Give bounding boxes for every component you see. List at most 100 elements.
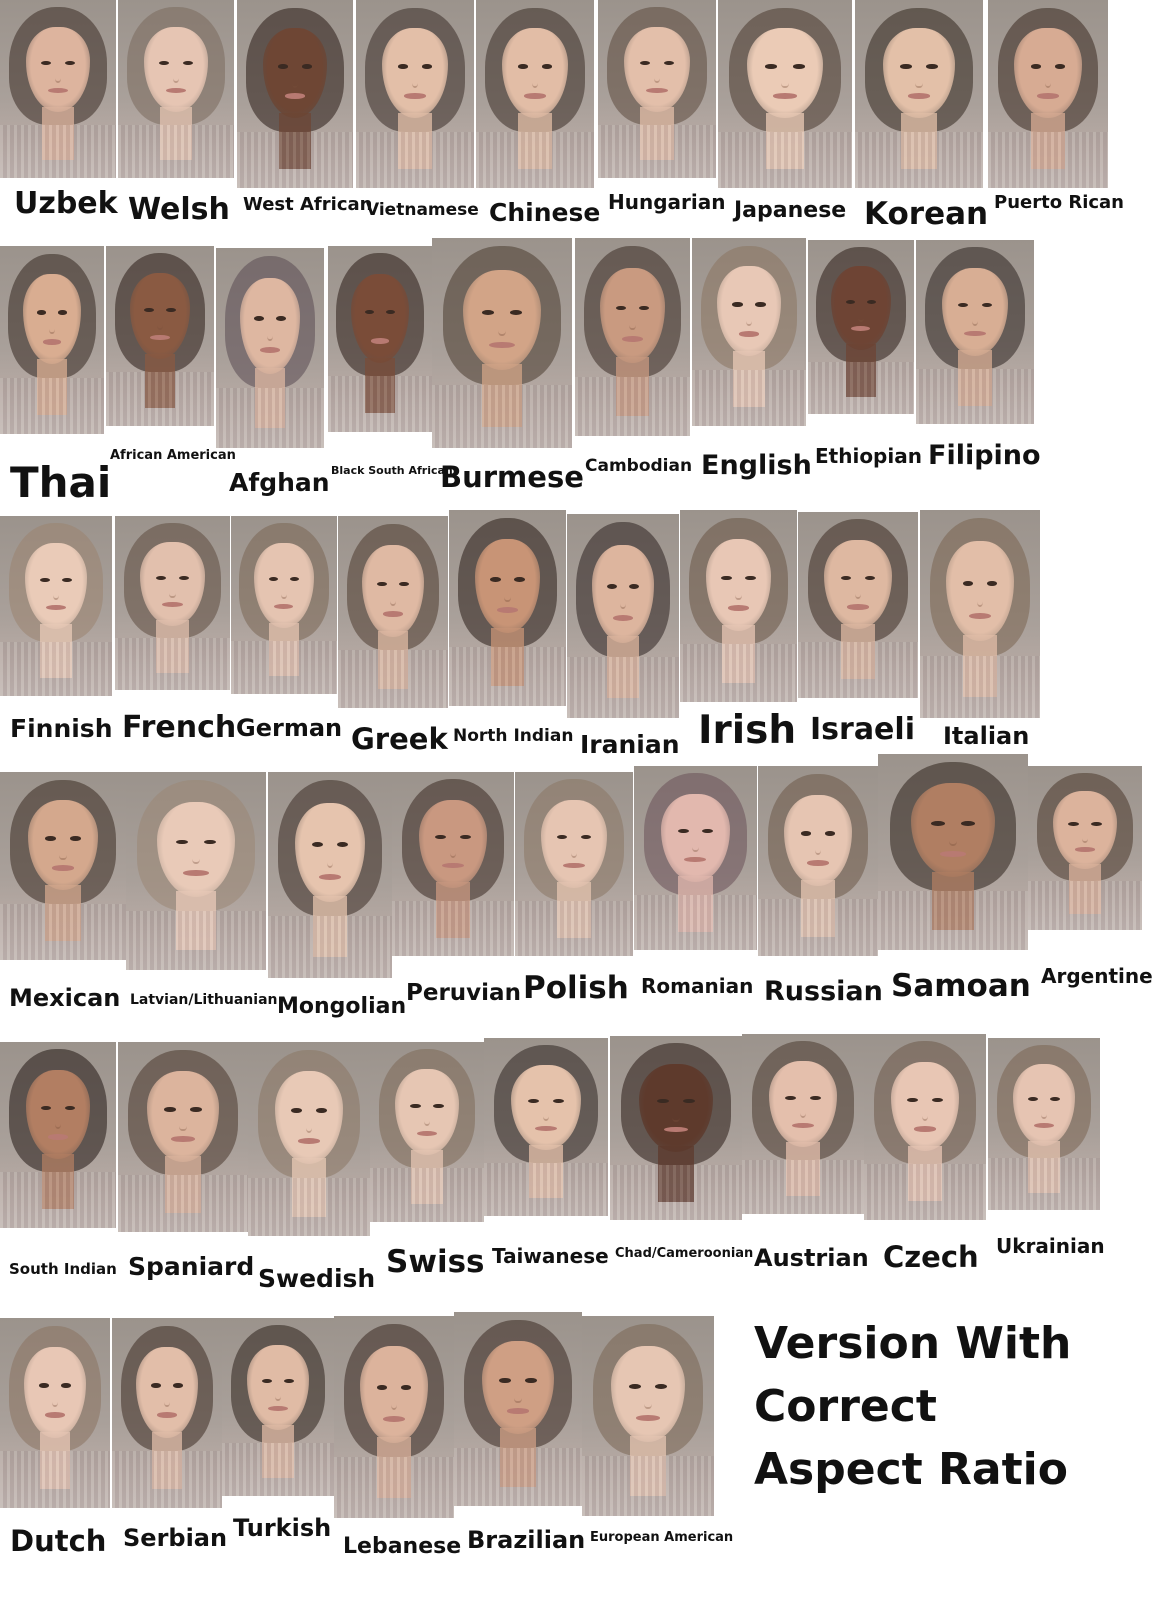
face-composite-image	[126, 772, 266, 970]
blend-streaks	[758, 899, 878, 956]
face-shape	[146, 1070, 220, 1162]
eye-shape	[61, 1382, 71, 1388]
blend-streaks	[864, 1164, 986, 1220]
eye-shape	[1050, 1096, 1061, 1101]
eye-shape	[961, 821, 975, 826]
neck-shape	[159, 106, 193, 161]
blend-streaks	[248, 1177, 370, 1236]
nationality-label: Mongolian	[277, 994, 407, 1019]
nationality-label: German	[236, 714, 343, 742]
blend-streaks	[1028, 880, 1142, 930]
mouth-shape	[298, 1138, 320, 1144]
face-shape	[140, 542, 205, 626]
face-composite-image	[248, 1042, 370, 1236]
eye-shape	[364, 309, 375, 315]
neck-shape	[312, 895, 348, 958]
mouth-shape	[772, 93, 797, 99]
nationality-label: Taiwanese	[492, 1244, 609, 1268]
mouth-shape	[728, 605, 749, 611]
nationality-label: Italian	[943, 722, 1030, 750]
eye-shape	[663, 60, 675, 66]
face-composite-image	[567, 514, 679, 718]
mouth-shape	[404, 93, 426, 99]
eye-shape	[400, 1385, 412, 1390]
face-shape	[362, 544, 424, 637]
eye-shape	[926, 64, 938, 69]
face-shape	[143, 26, 209, 113]
eye-shape	[638, 305, 650, 311]
nationality-label: Iranian	[580, 730, 680, 759]
eye-shape	[289, 576, 300, 582]
eye-shape	[809, 1095, 821, 1100]
nose-shape	[672, 1110, 680, 1123]
nose-shape	[948, 832, 958, 846]
eye-shape	[284, 1378, 295, 1384]
mouth-shape	[267, 1406, 288, 1412]
face-shape	[824, 539, 892, 630]
face-shape	[462, 269, 542, 371]
face-shape	[611, 1346, 685, 1442]
face-composite-image	[432, 238, 572, 448]
eye-shape	[556, 834, 568, 840]
mouth-shape	[370, 338, 390, 344]
eye-shape	[62, 577, 73, 582]
nose-shape	[274, 1389, 282, 1402]
mouth-shape	[497, 607, 518, 613]
face-shape	[24, 1346, 86, 1438]
nationality-label: French	[122, 710, 237, 745]
eye-shape	[615, 305, 627, 311]
face-shape	[136, 1346, 198, 1438]
mouth-shape	[506, 1408, 530, 1414]
neck-shape	[269, 622, 299, 677]
eye-shape	[541, 64, 553, 69]
nose-shape	[745, 313, 753, 326]
face-shape	[1012, 1063, 1076, 1147]
face-composite-image	[454, 1312, 582, 1506]
neck-shape	[262, 1424, 294, 1479]
neck-shape	[528, 1144, 564, 1199]
face-composite-image	[742, 1034, 864, 1214]
neck-shape	[39, 1432, 71, 1489]
face-composite-image	[231, 516, 337, 694]
face-shape	[381, 28, 449, 119]
eye-shape	[178, 575, 190, 580]
face-composite-image	[1028, 766, 1142, 930]
blend-streaks	[334, 1457, 454, 1518]
eye-shape	[986, 581, 998, 587]
eye-shape	[435, 834, 447, 840]
neck-shape	[766, 112, 804, 170]
mouth-shape	[907, 93, 931, 99]
nose-shape	[915, 75, 923, 88]
blend-streaks	[476, 131, 594, 188]
face-shape	[941, 267, 1009, 356]
nationality-label: Swiss	[386, 1244, 485, 1280]
nose-shape	[644, 1396, 652, 1410]
aspect-ratio-caption: Version With Correct Aspect Ratio	[754, 1312, 1134, 1501]
face-composite-image	[634, 766, 757, 950]
nose-shape	[52, 588, 60, 601]
mouth-shape	[738, 331, 760, 337]
mouth-shape	[383, 1416, 405, 1422]
neck-shape	[377, 631, 409, 689]
eye-shape	[732, 302, 743, 307]
nose-shape	[781, 75, 789, 88]
nationality-label: Swedish	[258, 1264, 376, 1293]
face-composite-image	[988, 1038, 1100, 1210]
nose-shape	[542, 1109, 550, 1122]
blend-streaks	[237, 131, 353, 188]
nose-shape	[54, 1116, 62, 1129]
mouth-shape	[684, 857, 707, 863]
nose-shape	[163, 1394, 171, 1407]
eye-shape	[276, 316, 286, 322]
face-composite-image	[758, 766, 878, 956]
face-composite-image	[0, 772, 126, 960]
nose-shape	[390, 1397, 398, 1411]
face-shape	[25, 26, 91, 113]
eye-shape	[765, 64, 778, 69]
nose-shape	[423, 1114, 431, 1127]
eye-shape	[800, 830, 812, 836]
nationality-label: Afghan	[229, 468, 330, 497]
blend-streaks	[338, 650, 448, 708]
mouth-shape	[524, 93, 546, 99]
nationality-label: Filipino	[928, 440, 1041, 471]
